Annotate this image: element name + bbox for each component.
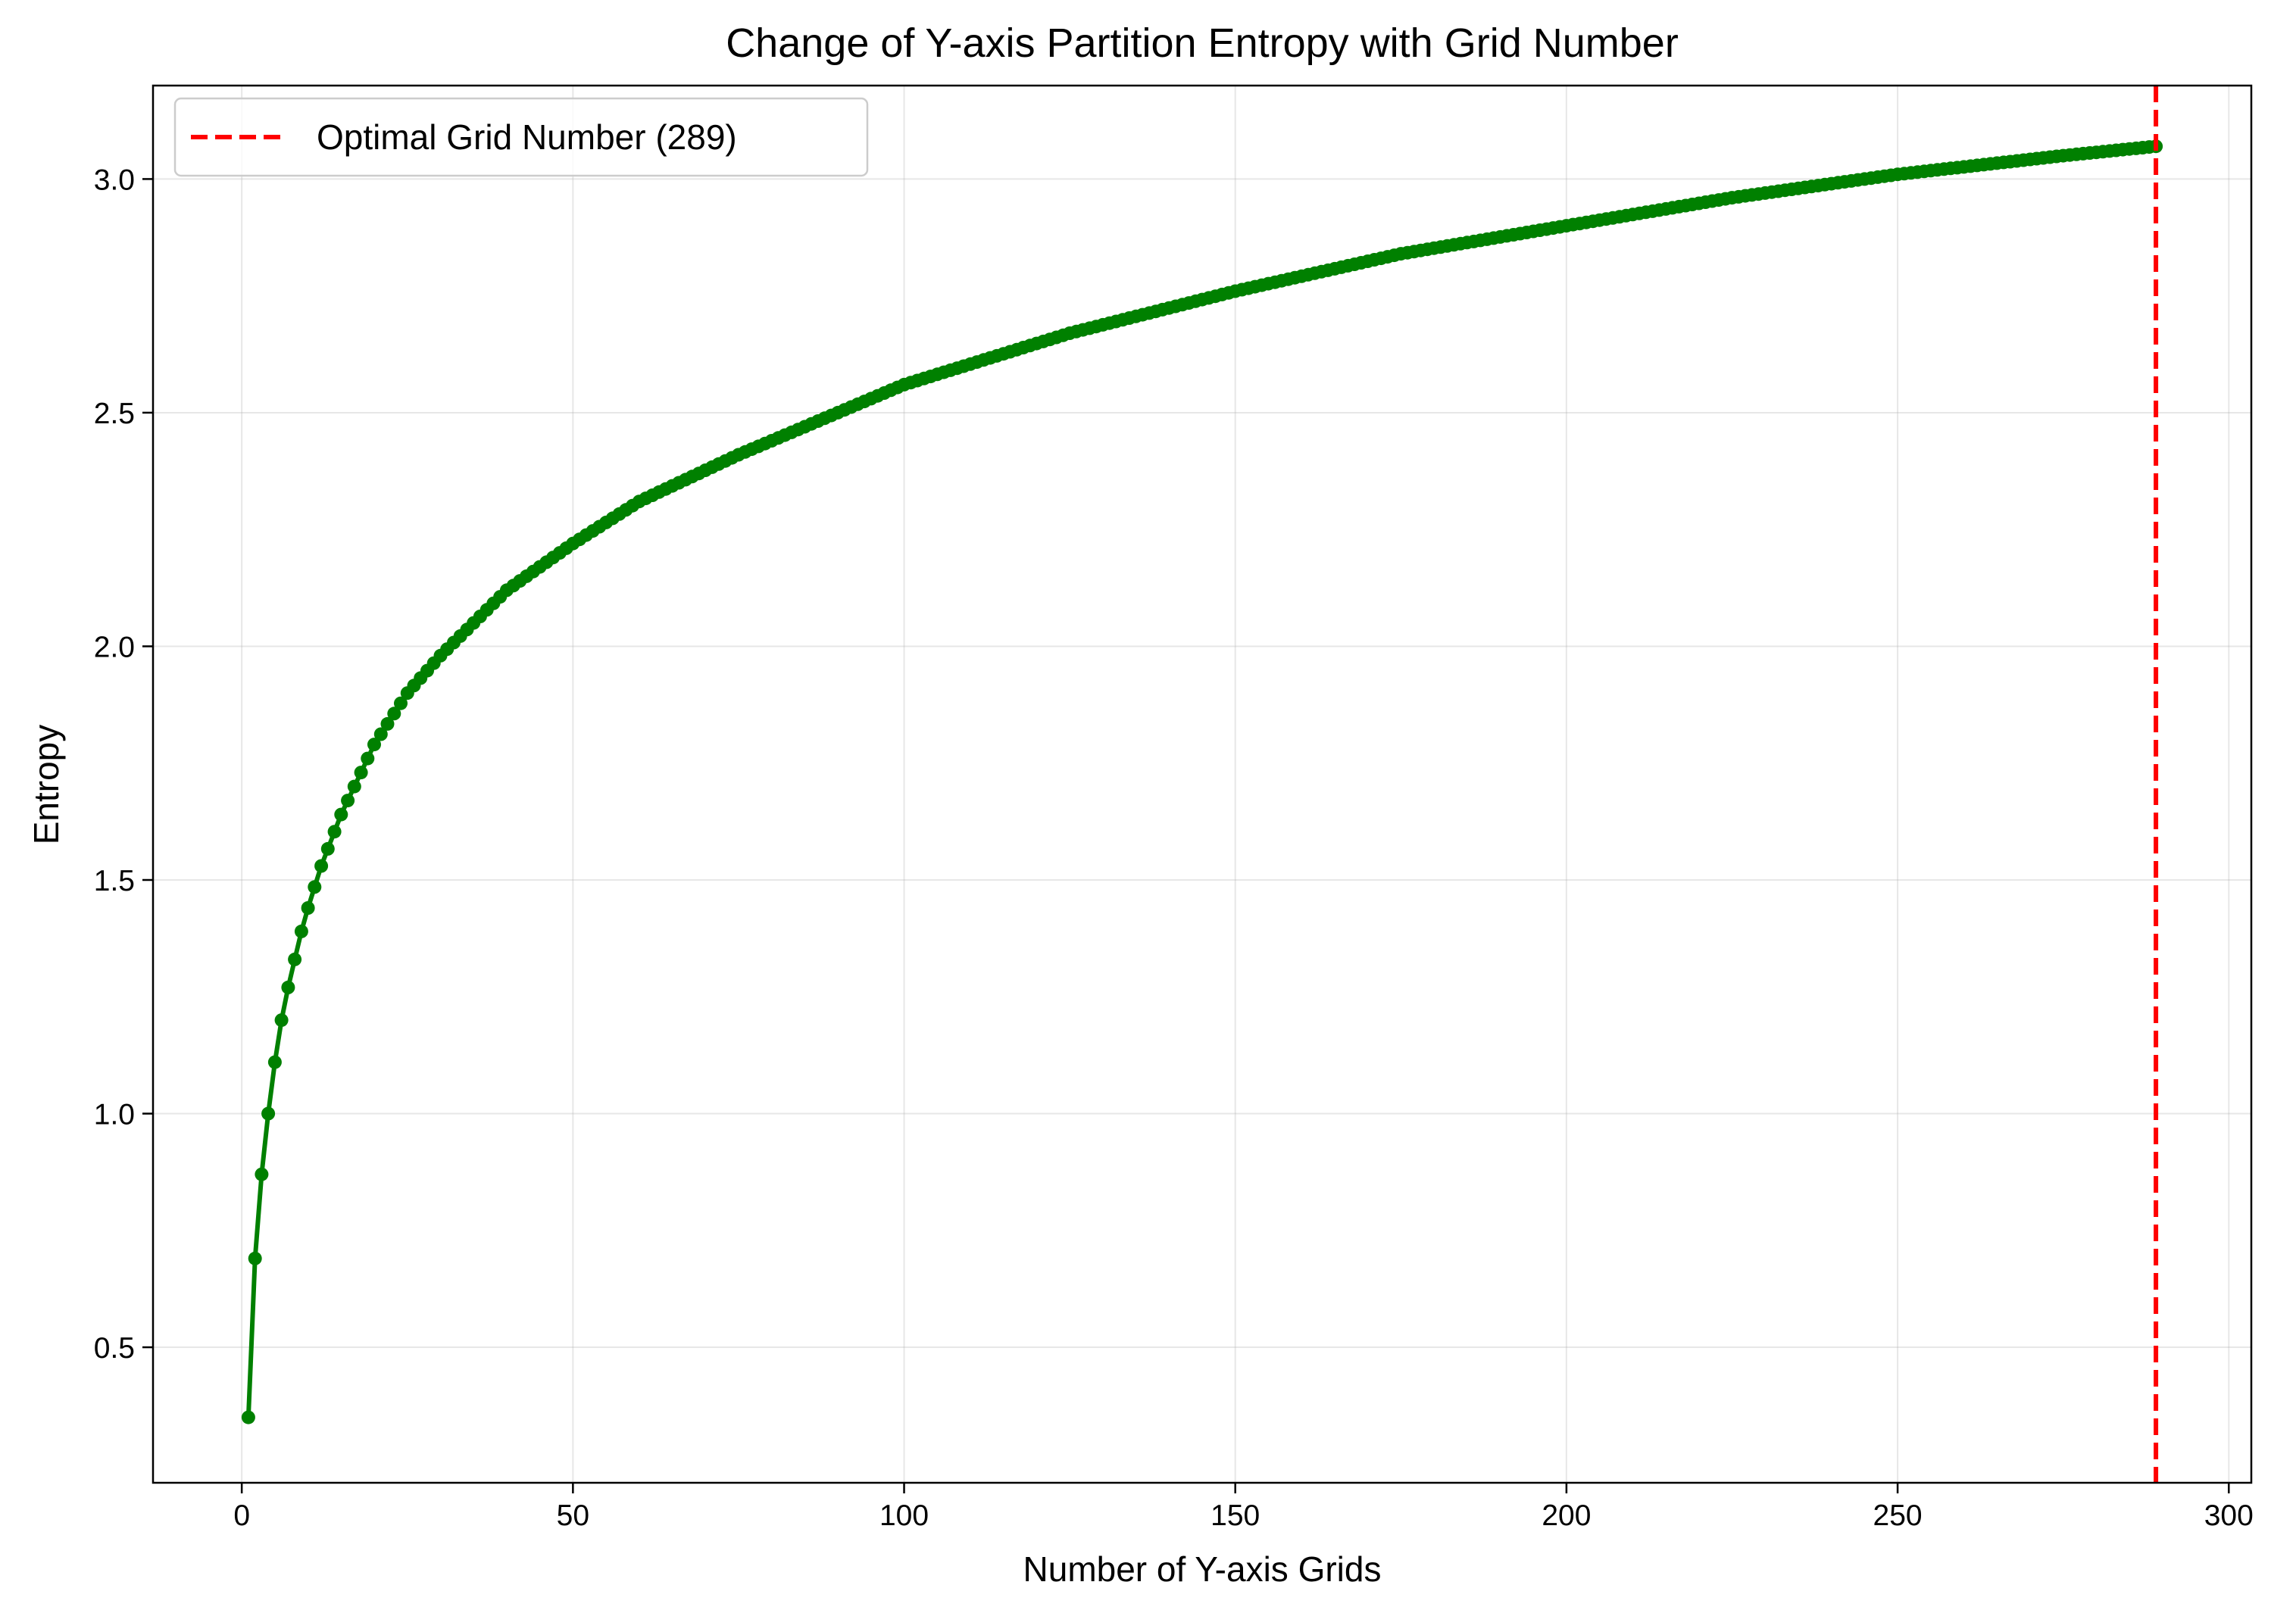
y-tick-label: 1.0: [94, 1099, 135, 1131]
data-point: [334, 807, 348, 822]
data-point: [274, 1013, 289, 1028]
x-tick-label: 50: [557, 1499, 589, 1532]
data-point: [294, 924, 308, 938]
data-point: [373, 727, 388, 741]
data-point: [387, 707, 401, 721]
data-point: [354, 766, 368, 780]
x-tick-label: 200: [1542, 1499, 1591, 1532]
x-tick-label: 100: [879, 1499, 929, 1532]
data-point: [241, 1410, 255, 1424]
y-tick-label: 2.5: [94, 398, 135, 430]
y-tick-label: 0.5: [94, 1332, 135, 1365]
grid-layer: [153, 86, 2251, 1483]
legend-label-optimal: Optimal Grid Number (289): [317, 117, 737, 157]
data-point: [380, 716, 395, 731]
data-point: [261, 1106, 276, 1121]
y-tick-label: 2.0: [94, 631, 135, 663]
data-point: [288, 952, 302, 966]
y-tick-label: 1.5: [94, 865, 135, 897]
chart-title: Change of Y-axis Partition Entropy with …: [726, 20, 1679, 66]
data-point: [347, 779, 361, 794]
data-point: [327, 825, 342, 839]
data-point: [281, 980, 295, 994]
plot-frame: [152, 84, 2253, 1484]
x-axis-label: Number of Y-axis Grids: [1023, 1549, 1382, 1589]
data-point: [361, 751, 375, 766]
data-point: [320, 841, 335, 856]
x-tick-label: 300: [2204, 1499, 2254, 1532]
legend-box: [173, 97, 869, 177]
y-axis-label: Entropy: [27, 725, 66, 845]
data-layer: [241, 86, 2163, 1483]
x-tick-label: 150: [1210, 1499, 1260, 1532]
data-point: [267, 1055, 282, 1069]
tick-layer: 0 50 100 150 200 250 300 0.5 1.0 1.5 2.0 2.5 3.0: [94, 164, 2254, 1532]
y-tick-label: 3.0: [94, 164, 135, 196]
data-point: [308, 880, 322, 894]
data-point: [314, 859, 329, 873]
x-tick-label: 250: [1873, 1499, 1923, 1532]
data-point: [301, 901, 315, 915]
data-point: [255, 1167, 269, 1181]
data-point: [341, 794, 355, 808]
data-point: [367, 738, 381, 752]
data-point: [394, 696, 408, 710]
x-tick-label: 0: [233, 1499, 250, 1532]
data-point: [248, 1251, 262, 1265]
legend: Optimal Grid Number (289): [173, 97, 869, 177]
